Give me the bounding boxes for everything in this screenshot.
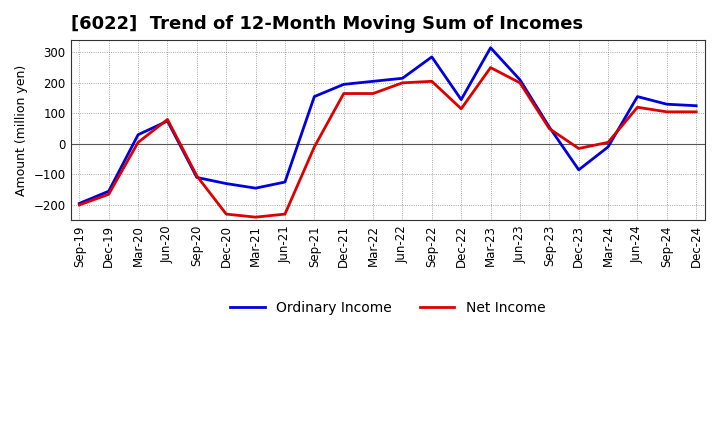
Ordinary Income: [281, 180, 289, 185]
Ordinary Income: [369, 79, 377, 84]
Y-axis label: Amount (million yen): Amount (million yen): [15, 65, 28, 196]
Ordinary Income: [398, 76, 407, 81]
Legend: Ordinary Income, Net Income: Ordinary Income, Net Income: [225, 296, 551, 321]
Net Income: [457, 106, 466, 111]
Net Income: [516, 80, 524, 85]
Ordinary Income: [662, 102, 671, 107]
Net Income: [398, 80, 407, 85]
Ordinary Income: [192, 175, 201, 180]
Net Income: [192, 173, 201, 179]
Net Income: [575, 146, 583, 151]
Ordinary Income: [222, 181, 230, 186]
Ordinary Income: [428, 54, 436, 59]
Ordinary Income: [604, 144, 613, 150]
Ordinary Income: [310, 94, 319, 99]
Ordinary Income: [163, 118, 172, 124]
Line: Ordinary Income: Ordinary Income: [79, 48, 696, 203]
Ordinary Income: [692, 103, 701, 108]
Net Income: [662, 109, 671, 114]
Net Income: [428, 79, 436, 84]
Net Income: [692, 109, 701, 114]
Ordinary Income: [457, 97, 466, 102]
Ordinary Income: [516, 77, 524, 82]
Ordinary Income: [633, 94, 642, 99]
Ordinary Income: [134, 132, 143, 137]
Net Income: [339, 91, 348, 96]
Net Income: [163, 117, 172, 122]
Net Income: [486, 65, 495, 70]
Net Income: [310, 144, 319, 150]
Net Income: [604, 140, 613, 145]
Net Income: [134, 140, 143, 145]
Net Income: [251, 215, 260, 220]
Ordinary Income: [545, 125, 554, 130]
Net Income: [222, 212, 230, 217]
Text: [6022]  Trend of 12-Month Moving Sum of Incomes: [6022] Trend of 12-Month Moving Sum of I…: [71, 15, 582, 33]
Net Income: [104, 191, 113, 197]
Net Income: [281, 212, 289, 217]
Net Income: [633, 105, 642, 110]
Line: Net Income: Net Income: [79, 68, 696, 217]
Net Income: [75, 202, 84, 208]
Net Income: [369, 91, 377, 96]
Ordinary Income: [75, 201, 84, 206]
Ordinary Income: [486, 45, 495, 51]
Net Income: [545, 126, 554, 131]
Ordinary Income: [339, 82, 348, 87]
Ordinary Income: [575, 167, 583, 172]
Ordinary Income: [104, 189, 113, 194]
Ordinary Income: [251, 186, 260, 191]
